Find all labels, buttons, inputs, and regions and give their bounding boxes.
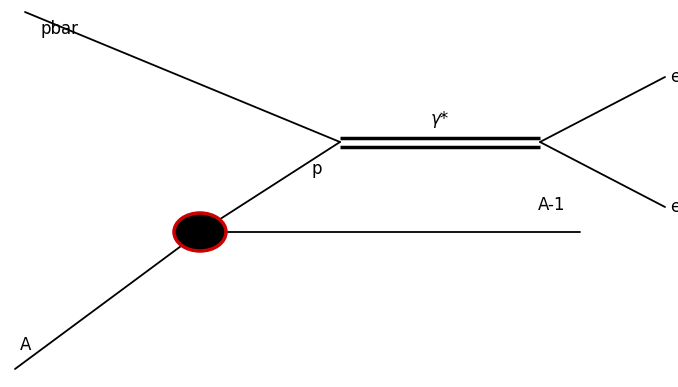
Text: A-1: A-1 <box>538 196 565 214</box>
Text: e: e <box>670 68 678 86</box>
Text: γ*: γ* <box>431 110 449 128</box>
Ellipse shape <box>174 213 226 251</box>
Text: pbar: pbar <box>40 20 78 38</box>
Text: e: e <box>670 198 678 216</box>
Text: A: A <box>20 336 31 354</box>
Text: p: p <box>311 160 322 178</box>
